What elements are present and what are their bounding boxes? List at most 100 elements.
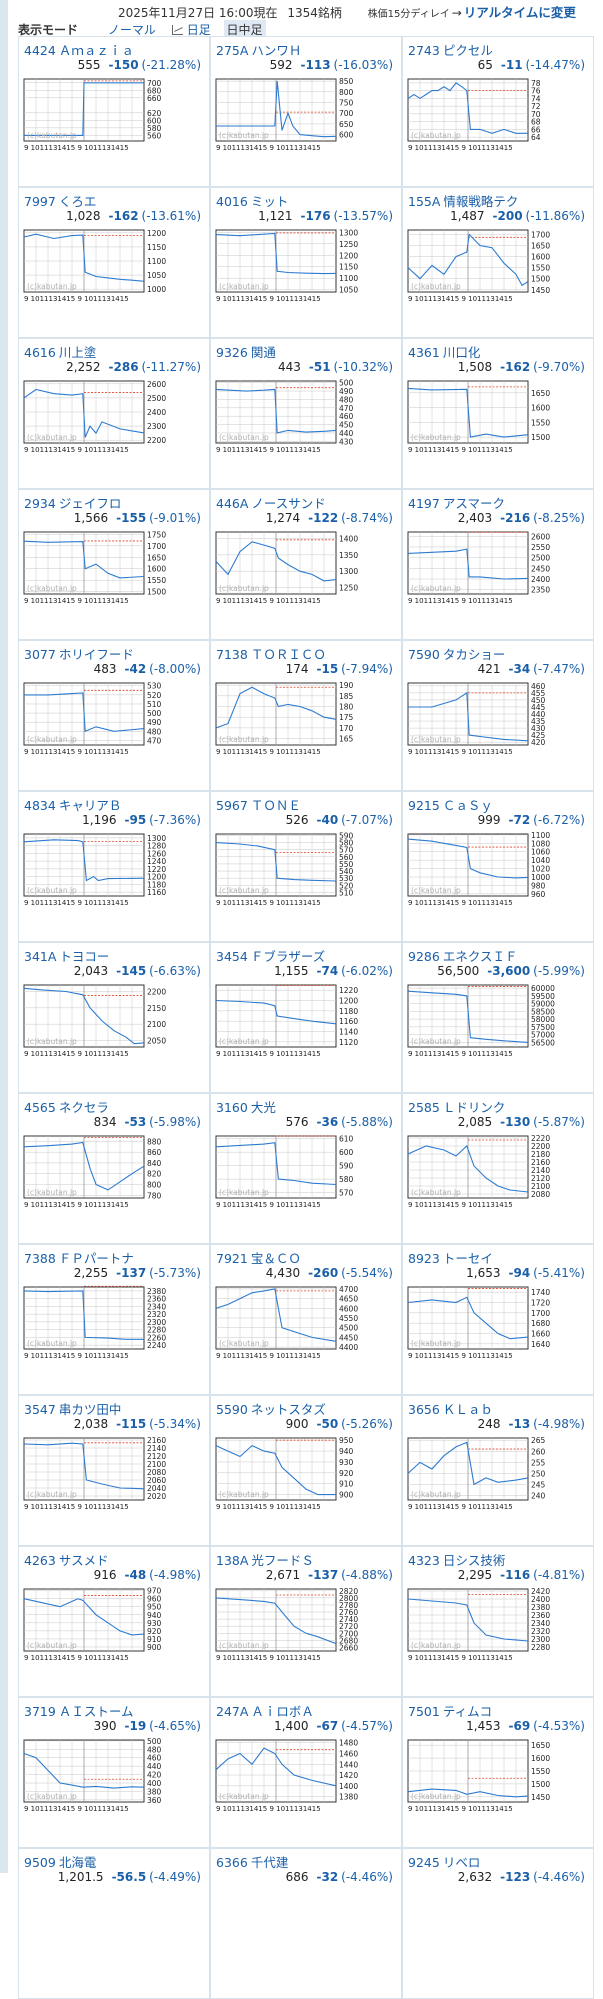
stock-name-link[interactable]: 8923 トーセイ — [408, 1248, 493, 1267]
stock-cell[interactable]: 7501 ティムコ 1,453 -69 (-4.53%) 1650 1600 1550 1500… — [402, 1697, 594, 1848]
stock-cell[interactable]: 6366 千代建 686 -32 (-4.46%) — [210, 1848, 402, 1999]
stock-cell[interactable]: 9509 北海電 1,201.5 -56.5 (-4.49%) — [18, 1848, 210, 1999]
stock-cell[interactable]: 9245 リベロ 2,632 -123 (-4.46%) — [402, 1848, 594, 1999]
stock-cell[interactable]: 3454 Ｆブラザーズ 1,155 -74 (-6.02%) 1220 1200 1180 11… — [210, 942, 402, 1093]
intraday-chart[interactable]: 610 600 590 580 570 (c)kabutan.jp 9 1011131415… — [214, 1134, 374, 1212]
stock-name-link[interactable]: 9326 関通 — [216, 342, 276, 361]
intraday-chart[interactable]: 950 940 930 920 910 900 (c)kabutan.jp 9 1011131… — [214, 1436, 374, 1514]
stock-name-link[interactable]: 2934 ジェイフロ — [24, 493, 121, 512]
stock-name-link[interactable]: 247A ＡｉロボＡ — [216, 1701, 314, 1720]
stock-cell[interactable]: 3719 ＡＩストーム 390 -19 (-4.65%) 500 480 460 440 420 4… — [18, 1697, 210, 1848]
intraday-chart[interactable]: 2200 2150 2100 2050 (c)kabutan.jp 9 101113141… — [22, 983, 182, 1061]
stock-name-link[interactable]: 2743 ピクセル — [408, 40, 493, 59]
stock-name-link[interactable]: 9286 エネクスＩＦ — [408, 946, 517, 965]
stock-name-link[interactable]: 3454 Ｆブラザーズ — [216, 946, 325, 965]
stock-name-link[interactable]: 4323 日シス技術 — [408, 1550, 505, 1569]
stock-cell[interactable]: 4263 サスメド 916 -48 (-4.98%) 970 960 950 940 930 920… — [18, 1546, 210, 1697]
stock-cell[interactable]: 155A 情報戦略テク 1,487 -200 (-11.86%) 1700 1650 1600… — [402, 187, 594, 338]
stock-cell[interactable]: 446A ノースサンド 1,274 -122 (-8.74%) 1400 1350 1300 1… — [210, 489, 402, 640]
stock-name-link[interactable]: 9509 北海電 — [24, 1852, 96, 1871]
intraday-chart[interactable]: 1650 1600 1550 1500 (c)kabutan.jp 9 101113141… — [406, 379, 566, 457]
stock-cell[interactable]: 275A ハンワＨ 592 -113 (-16.03%) 850 800 750 700 650 6… — [210, 36, 402, 187]
realtime-link[interactable]: リアルタイムに変更 — [463, 5, 576, 20]
stock-name-link[interactable]: 5590 ネットスタズ — [216, 1399, 326, 1418]
stock-cell[interactable]: 5590 ネットスタズ 900 -50 (-5.26%) 950 940 930 920 910 9… — [210, 1395, 402, 1546]
stock-cell[interactable]: 4197 アスマーク 2,403 -216 (-8.25%) 2600 2550 2500 24… — [402, 489, 594, 640]
stock-name-link[interactable]: 4424 Ａｍａｚｉａ — [24, 40, 134, 59]
stock-cell[interactable]: 4834 キャリアＢ 1,196 -95 (-7.36%) 1300 1280 1260 124… — [18, 791, 210, 942]
stock-cell[interactable]: 7388 ＦＰパートナ 2,255 -137 (-5.73%) 2380 2360 2340 2… — [18, 1244, 210, 1395]
intraday-chart[interactable]: 1650 1600 1550 1500 1450 (c)kabutan.jp 9 10111… — [406, 1738, 566, 1816]
stock-name-link[interactable]: 9215 ＣａＳｙ — [408, 795, 493, 814]
stock-cell[interactable]: 7997 くろエ 1,028 -162 (-13.61%) 1200 1150 1100 105… — [18, 187, 210, 338]
stock-cell[interactable]: 9326 関通 443 -51 (-10.32%) 500 490 480 470 460 450 4… — [210, 338, 402, 489]
stock-cell[interactable]: 4323 日シス技術 2,295 -116 (-4.81%) 2420 2400 2380 23… — [402, 1546, 594, 1697]
stock-cell[interactable]: 3656 ＫＬａｂ 248 -13 (-4.98%) 265 260 255 250 245 240… — [402, 1395, 594, 1546]
stock-cell[interactable]: 5967 ＴＯＮＥ 526 -40 (-7.07%) 590 580 570 560 550 540… — [210, 791, 402, 942]
stock-cell[interactable]: 247A ＡｉロボＡ 1,400 -67 (-4.57%) 1480 1460 1440 142… — [210, 1697, 402, 1848]
stock-cell[interactable]: 2934 ジェイフロ 1,566 -155 (-9.01%) 1750 1700 1650 16… — [18, 489, 210, 640]
stock-name-link[interactable]: 9245 リベロ — [408, 1852, 480, 1871]
stock-cell[interactable]: 4424 Ａｍａｚｉａ 555 -150 (-21.28%) 700 680 660 620 60… — [18, 36, 210, 187]
stock-cell[interactable]: 9286 エネクスＩＦ 56,500 -3,600 (-5.99%) 60000 59500… — [402, 942, 594, 1093]
stock-name-link[interactable]: 7921 宝＆ＣＯ — [216, 1248, 301, 1267]
stock-name-link[interactable]: 7388 ＦＰパートナ — [24, 1248, 134, 1267]
stock-name-link[interactable]: 275A ハンワＨ — [216, 40, 301, 59]
stock-name-link[interactable]: 3160 大光 — [216, 1097, 276, 1116]
intraday-chart[interactable]: 2600 2500 2400 2300 2200 (c)kabutan.jp 9 10111… — [22, 379, 182, 457]
stock-name-link[interactable]: 7138 ＴＯＲＩＣＯ — [216, 644, 326, 663]
stock-cell[interactable]: 4016 ミット 1,121 -176 (-13.57%) 1300 1250 1200 115… — [210, 187, 402, 338]
intraday-chart[interactable]: 6000059500590005850058000575005700056500… — [406, 983, 566, 1061]
stock-name-link[interactable]: 7590 タカショー — [408, 644, 505, 663]
stock-cell[interactable]: 4616 川上塗 2,252 -286 (-11.27%) 2600 2500 2400 230… — [18, 338, 210, 489]
stock-name-link[interactable]: 7997 くろエ — [24, 191, 96, 210]
stock-cell[interactable]: 4565 ネクセラ 834 -53 (-5.98%) 880 860 840 820 800 780… — [18, 1093, 210, 1244]
stock-cell[interactable]: 341A トヨコー 2,043 -145 (-6.63%) 2200 2150 2100 205… — [18, 942, 210, 1093]
stock-name-link[interactable]: 3547 串カツ田中 — [24, 1399, 121, 1418]
stock-name-link[interactable]: 4263 サスメド — [24, 1550, 109, 1569]
stock-name-link[interactable]: 4197 アスマーク — [408, 493, 505, 512]
stock-cell[interactable]: 7138 ＴＯＲＩＣＯ 174 -15 (-7.94%) 190 185 180 175 170 1… — [210, 640, 402, 791]
stock-cell[interactable]: 3160 大光 576 -36 (-5.88%) 610 600 590 580 570 (c)ka… — [210, 1093, 402, 1244]
stock-name-link[interactable]: 4616 川上塗 — [24, 342, 96, 361]
stock-name-link[interactable]: 155A 情報戦略テク — [408, 191, 518, 210]
stock-name-link[interactable]: 4565 ネクセラ — [24, 1097, 109, 1116]
stock-cell[interactable]: 138A 光フードＳ 2,671 -137 (-4.88%) 2820 2800 2780 27… — [210, 1546, 402, 1697]
stock-cell[interactable]: 7921 宝＆ＣＯ 4,430 -260 (-5.54%) 4700 4650 4600 455… — [210, 1244, 402, 1395]
stock-cell[interactable]: 7590 タカショー 421 -34 (-7.47%) 460 455 450 445 440 43… — [402, 640, 594, 791]
stock-name-link[interactable]: 4834 キャリアＢ — [24, 795, 121, 814]
stock-name-link[interactable]: 5967 ＴＯＮＥ — [216, 795, 301, 814]
stock-name-link[interactable]: 6366 千代建 — [216, 1852, 288, 1871]
intraday-chart[interactable]: 1700 1650 1600 1550 1500 1450 (c)kabutan.jp 9 1… — [406, 228, 566, 306]
stock-name-link[interactable]: 4361 川口化 — [408, 342, 480, 361]
intraday-chart[interactable]: 265 260 255 250 245 240 (c)kabutan.jp 9 1011131… — [406, 1436, 566, 1514]
stock-cell[interactable]: 3547 串カツ田中 2,038 -115 (-5.34%) 2160 2140 2120 21… — [18, 1395, 210, 1546]
mode-intraday-option[interactable]: 日中足 — [223, 20, 266, 39]
stock-name-link[interactable]: 7501 ティムコ — [408, 1701, 492, 1720]
stock-cell[interactable]: 8923 トーセイ 1,653 -94 (-5.41%) 1740 1720 1700 1680… — [402, 1244, 594, 1395]
stock-cell[interactable]: 2743 ピクセル 65 -11 (-14.47%) 78 76 74 72 70 68 66 64 (c… — [402, 36, 594, 187]
stock-name-link[interactable]: 138A 光フードＳ — [216, 1550, 314, 1569]
stock-name-link[interactable]: 3077 ホリイフード — [24, 644, 134, 663]
intraday-chart[interactable]: 1400 1350 1300 1250 (c)kabutan.jp 9 101113141… — [214, 530, 374, 608]
intraday-chart[interactable]: 1300 1250 1200 1150 1100 1050 (c)kabutan.jp 9 1… — [214, 228, 374, 306]
stock-cell[interactable]: 9215 ＣａＳｙ 999 -72 (-6.72%) 1100 1080 1060 1040 10… — [402, 791, 594, 942]
